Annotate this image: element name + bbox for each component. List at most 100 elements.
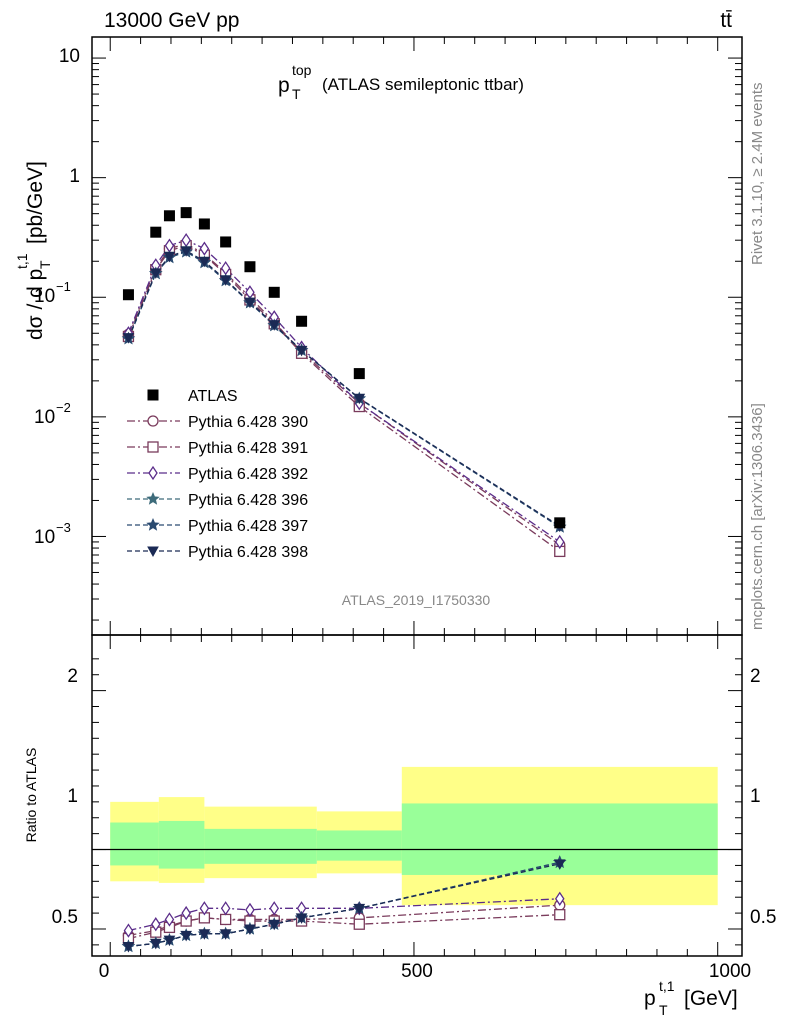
ratio-ytick-2: 2 (67, 666, 78, 687)
ratio-marker-392 (123, 923, 134, 938)
title-symbol: p (278, 74, 290, 97)
ratio-marker-391 (353, 918, 365, 930)
xlabel-superscript: t,1 (659, 978, 675, 994)
series-marker-398 (198, 256, 211, 268)
atlas-data-point (163, 210, 175, 222)
atlas-data-point (554, 517, 566, 529)
legend-label: Pythia 6.428 398 (188, 544, 308, 561)
xtick-1000: 1000 (709, 961, 751, 982)
ratio-axis-ticks (92, 635, 742, 956)
atlas-data-point (220, 236, 232, 248)
series-marker-398 (149, 268, 162, 279)
ratio-marker-398 (244, 924, 256, 936)
legend-marker-atlas (147, 389, 159, 401)
main-y-axis-label: dσ / d p t,1 T [pb/GeV] (14, 161, 53, 340)
legend-marker (146, 517, 160, 531)
legend-marker (147, 415, 159, 427)
main-data-points (122, 207, 566, 529)
atlas-data-point (180, 207, 192, 219)
title-superscript: top (292, 62, 312, 78)
legend-label: Pythia 6.428 392 (188, 466, 308, 483)
ratio-marker-398 (163, 935, 176, 947)
legend: ATLAS Pythia 6.428 390 Pythia 6.428 391 Pyt… (127, 388, 308, 561)
series-marker-398 (295, 345, 308, 357)
ytick-exponent: −3 (56, 520, 71, 535)
atlas-data-point (122, 289, 134, 301)
legend-entry: Pythia 6.428 392 (127, 465, 308, 483)
series-line-398 (127, 250, 561, 527)
rivet-version-label: Rivet 3.1.10, ≥ 2.4M events (749, 83, 766, 266)
legend-label: Pythia 6.428 391 (188, 440, 308, 457)
series-marker-392 (554, 534, 565, 550)
legend-label: ATLAS (188, 388, 238, 405)
series-marker-398 (163, 251, 176, 263)
ratio-y-tick-labels: 2 1 0.5 2 1 0.5 (52, 666, 777, 928)
stat-uncertainty-band (204, 828, 317, 864)
atlas-data-point (198, 218, 210, 230)
ratio-marker-391 (219, 913, 232, 926)
ytick-label-10: 10 (59, 46, 80, 67)
stat-uncertainty-band (316, 830, 402, 861)
ratio-marker-398 (198, 929, 211, 940)
ytick-exponent: −2 (56, 400, 71, 415)
ratio-marker-398 (353, 903, 366, 915)
ytick-label-1e-2: 10 −2 (34, 400, 71, 428)
title-description: (ATLAS semileptonic ttbar) (322, 75, 524, 94)
xlabel-subscript: T (659, 1002, 668, 1018)
ylabel-prefix: dσ / d p (24, 269, 47, 340)
plot-title: p top T (ATLAS semileptonic ttbar) (278, 62, 524, 102)
ratio-marker-392 (151, 917, 161, 932)
ratio-marker-392 (220, 901, 231, 916)
process-title: tt̄ (720, 9, 732, 32)
atlas-data-point (268, 286, 280, 298)
ratio-marker-398 (122, 941, 135, 953)
ratio-ytick-1-right: 1 (750, 786, 761, 807)
legend-entry: Pythia 6.428 398 (127, 544, 308, 561)
series-marker-398 (268, 320, 281, 331)
ytick-exponent: −1 (56, 279, 71, 294)
ytick-label-1: 1 (69, 166, 80, 187)
series-marker-398 (180, 246, 193, 257)
ylabel-units: [pb/GeV] (24, 161, 47, 244)
legend-label: Pythia 6.428 396 (188, 492, 308, 509)
ratio-uncertainty-bands (110, 766, 718, 906)
ratio-marker-398 (219, 929, 232, 940)
ratio-marker-398 (553, 859, 566, 870)
legend-entry: Pythia 6.428 396 (127, 491, 308, 509)
stat-uncertainty-band (158, 820, 205, 869)
x-tick-labels: 0 500 1000 (99, 961, 751, 982)
ratio-marker-398 (295, 913, 308, 924)
atlas-data-point (244, 261, 256, 273)
ylabel-superscript: t,1 (14, 253, 30, 269)
title-subscript: T (292, 86, 301, 102)
ratio-plot-frame (91, 634, 743, 957)
main-y-tick-labels: 10 1 10 −1 10 −2 10 −3 (34, 46, 80, 548)
legend-marker (148, 465, 158, 481)
ratio-marker-392 (164, 912, 175, 927)
ytick-label-1e-3: 10 −3 (34, 520, 71, 548)
ratio-ytick-2-right: 2 (750, 666, 761, 687)
ratio-ytick-1: 1 (67, 786, 78, 807)
series-marker-398 (122, 333, 135, 344)
series-marker-398 (219, 275, 232, 286)
ratio-ytick-0.5-right: 0.5 (750, 907, 776, 928)
xlabel-units: [GeV] (684, 987, 738, 1010)
series-marker-398 (244, 297, 256, 309)
analysis-watermark: ATLAS_2019_I1750330 (342, 592, 491, 608)
legend-marker (146, 491, 160, 505)
atlas-data-point (150, 226, 162, 238)
x-axis-label: p t,1 T [GeV] (644, 978, 738, 1018)
ytick-base: 10 (34, 527, 55, 548)
stat-uncertainty-band (110, 822, 159, 866)
legend-label: Pythia 6.428 397 (188, 518, 308, 535)
ratio-marker-392 (269, 901, 280, 916)
ratio-ytick-0.5: 0.5 (52, 907, 78, 928)
ratio-marker-391 (554, 909, 566, 921)
ratio-marker-392 (181, 905, 191, 921)
legend-label: Pythia 6.428 390 (188, 414, 308, 431)
main-axis-ticks (92, 37, 742, 635)
legend-entry: ATLAS (147, 388, 238, 405)
ratio-marker-398 (268, 919, 281, 931)
